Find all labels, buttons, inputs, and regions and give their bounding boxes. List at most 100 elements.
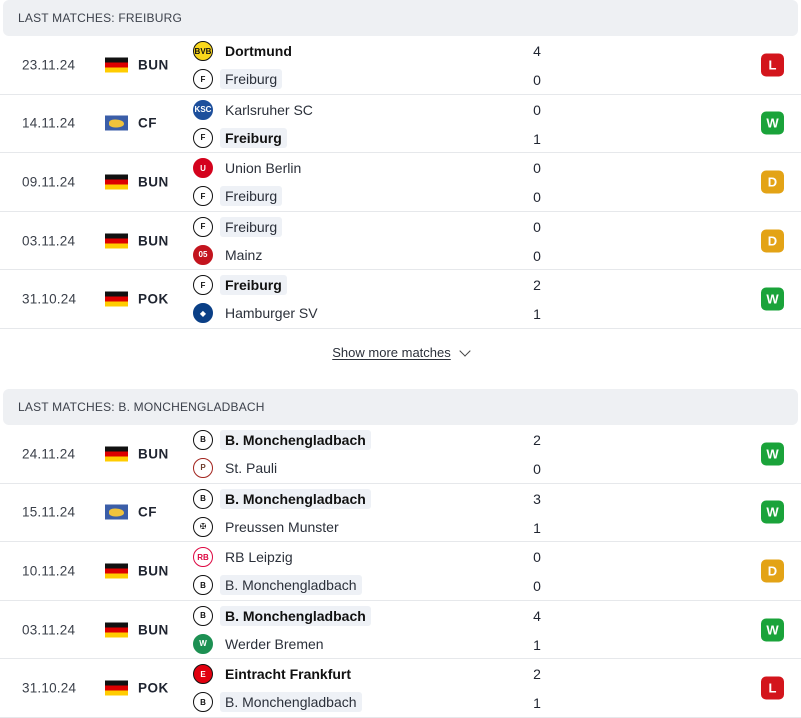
germany-flag-icon	[105, 57, 128, 73]
home-score: 0	[533, 218, 541, 235]
away-score: 0	[533, 72, 541, 88]
st-pauli-crest-icon: P	[193, 457, 213, 478]
team-name: B. Monchengladbach	[220, 575, 362, 596]
team-name: B. Monchengladbach	[220, 605, 371, 626]
home-score: 2	[533, 431, 541, 448]
chevron-down-icon[interactable]	[459, 345, 471, 357]
home-score: 4	[533, 43, 541, 59]
match-row[interactable]: 31.10.24 POK E Eintracht Frankfurt B B. Monch…	[0, 659, 801, 718]
freiburg-crest-icon: F	[193, 186, 213, 207]
team-name: Freiburg	[220, 69, 283, 89]
matches-section: LAST MATCHES: B. MONCHENGLADBACH 24.11.24…	[0, 388, 801, 718]
away-score: 0	[533, 189, 541, 206]
away-score: 1	[533, 695, 541, 712]
away-team[interactable]: P St. Pauli	[193, 457, 282, 479]
match-row[interactable]: 24.11.24 BUN B B. Monchengladbach P St. Pauli…	[0, 425, 801, 484]
team-name: B. Monchengladbach	[220, 488, 371, 509]
competition-code: CF	[138, 115, 157, 131]
home-team[interactable]: E Eintracht Frankfurt	[193, 663, 356, 685]
match-row[interactable]: 03.11.24 BUN B B. Monchengladbach W Werder Br…	[0, 601, 801, 660]
away-team[interactable]: F Freiburg	[193, 127, 287, 149]
team-name: Union Berlin	[225, 160, 302, 177]
match-row[interactable]: 14.11.24 CF KSC Karlsruher SC F Freiburg 0 1 W	[0, 95, 801, 154]
home-team[interactable]: RB RB Leipzig	[193, 546, 298, 568]
competition-code: BUN	[138, 174, 169, 190]
werder-crest-icon: W	[193, 633, 213, 654]
world-flag-icon	[105, 115, 128, 131]
away-team[interactable]: B B. Monchengladbach	[193, 691, 362, 713]
competition-code: BUN	[138, 622, 169, 638]
match-date: 23.11.24	[22, 57, 76, 73]
matches-section: LAST MATCHES: FREIBURG 23.11.24 BUN BVB Dort…	[0, 0, 801, 377]
result-badge: D	[761, 170, 784, 194]
home-team[interactable]: F Freiburg	[193, 216, 283, 238]
match-row[interactable]: 31.10.24 POK F Freiburg ◆ Hamburger SV 2 1 W	[0, 270, 801, 329]
match-date: 10.11.24	[22, 563, 76, 579]
away-score: 0	[533, 578, 541, 595]
result-badge: D	[761, 229, 784, 253]
team-name: Eintracht Frankfurt	[225, 666, 352, 683]
team-name: B. Monchengladbach	[220, 692, 362, 713]
home-score: 2	[533, 666, 541, 683]
show-more-matches-link[interactable]: Show more matches	[332, 345, 451, 360]
team-name: Werder Bremen	[225, 635, 324, 652]
match-date: 03.11.24	[22, 622, 76, 638]
match-row[interactable]: 10.11.24 BUN RB RB Leipzig B B. Monchengladba…	[0, 542, 801, 601]
match-date: 15.11.24	[22, 504, 76, 520]
home-team[interactable]: B B. Monchengladbach	[193, 488, 371, 510]
team-name: Mainz	[225, 246, 263, 263]
team-name: Karlsruher SC	[225, 101, 313, 118]
germany-flag-icon	[105, 622, 128, 638]
match-date: 24.11.24	[22, 446, 76, 462]
germany-flag-icon	[105, 174, 128, 190]
match-row[interactable]: 15.11.24 CF B B. Monchengladbach ✠ Preussen M…	[0, 484, 801, 543]
home-score: 0	[533, 549, 541, 566]
home-team[interactable]: U Union Berlin	[193, 157, 306, 179]
match-row[interactable]: 03.11.24 BUN F Freiburg 05 Mainz 0 0 D	[0, 212, 801, 271]
match-row[interactable]: 23.11.24 BUN BVB Dortmund F Freiburg 4 0 L	[0, 36, 801, 95]
competition-code: BUN	[138, 233, 169, 249]
team-name: St. Pauli	[225, 459, 278, 476]
germany-flag-icon	[105, 680, 128, 696]
home-score: 3	[533, 490, 541, 507]
team-name: Freiburg	[220, 216, 283, 237]
result-badge: W	[761, 287, 784, 311]
home-team[interactable]: B B. Monchengladbach	[193, 429, 371, 451]
home-team[interactable]: BVB Dortmund	[193, 40, 297, 62]
gladbach-crest-icon: B	[193, 488, 213, 509]
away-score: 1	[533, 130, 541, 147]
leipzig-crest-icon: RB	[193, 547, 213, 568]
away-team[interactable]: B B. Monchengladbach	[193, 574, 362, 596]
germany-flag-icon	[105, 446, 128, 462]
away-team[interactable]: ✠ Preussen Munster	[193, 516, 344, 538]
show-more-container: Show more matches	[0, 329, 801, 377]
team-name: Preussen Munster	[225, 518, 339, 535]
team-name: Hamburger SV	[225, 305, 318, 322]
team-name: B. Monchengladbach	[220, 429, 371, 450]
freiburg-crest-icon: F	[193, 127, 213, 148]
match-date: 03.11.24	[22, 233, 76, 249]
away-team[interactable]: 05 Mainz	[193, 244, 267, 266]
home-team[interactable]: KSC Karlsruher SC	[193, 99, 318, 121]
dortmund-crest-icon: BVB	[193, 41, 213, 61]
result-badge: L	[761, 53, 784, 77]
away-team[interactable]: ◆ Hamburger SV	[193, 302, 323, 324]
competition-code: BUN	[138, 446, 169, 462]
result-badge: W	[761, 618, 784, 642]
match-row[interactable]: 09.11.24 BUN U Union Berlin F Freiburg 0 0 D	[0, 153, 801, 212]
competition-code: POK	[138, 680, 169, 696]
away-team[interactable]: W Werder Bremen	[193, 633, 329, 655]
gladbach-crest-icon: B	[193, 429, 213, 450]
home-team[interactable]: B B. Monchengladbach	[193, 605, 371, 627]
preussen-crest-icon: ✠	[193, 516, 213, 537]
home-score: 0	[533, 160, 541, 177]
gladbach-crest-icon: B	[193, 575, 213, 596]
home-team[interactable]: F Freiburg	[193, 274, 287, 296]
team-name: Freiburg	[220, 186, 283, 207]
section-title: LAST MATCHES: B. MONCHENGLADBACH	[3, 388, 798, 425]
away-team[interactable]: F Freiburg	[193, 185, 283, 207]
away-score: 0	[533, 460, 541, 477]
away-team[interactable]: F Freiburg	[193, 68, 283, 90]
hamburger-crest-icon: ◆	[193, 303, 213, 324]
away-score: 0	[533, 247, 541, 264]
